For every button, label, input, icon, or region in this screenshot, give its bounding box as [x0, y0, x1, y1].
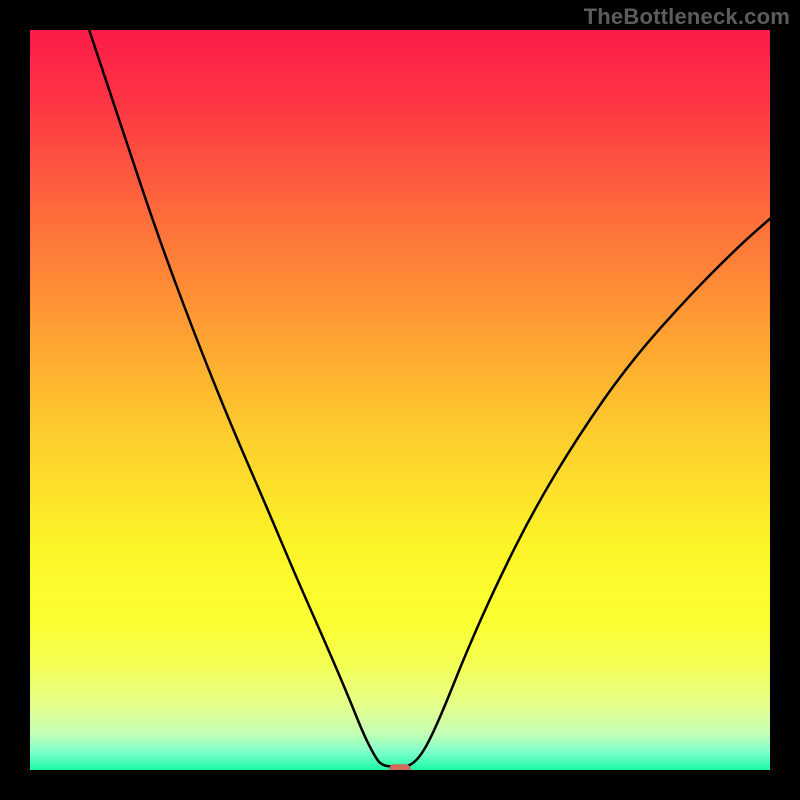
plot-area: [30, 30, 770, 770]
chart-svg: [30, 30, 770, 770]
optimal-point-marker: [389, 764, 411, 770]
chart-frame: TheBottleneck.com: [0, 0, 800, 800]
gradient-background: [30, 30, 770, 770]
watermark-text: TheBottleneck.com: [584, 4, 790, 30]
